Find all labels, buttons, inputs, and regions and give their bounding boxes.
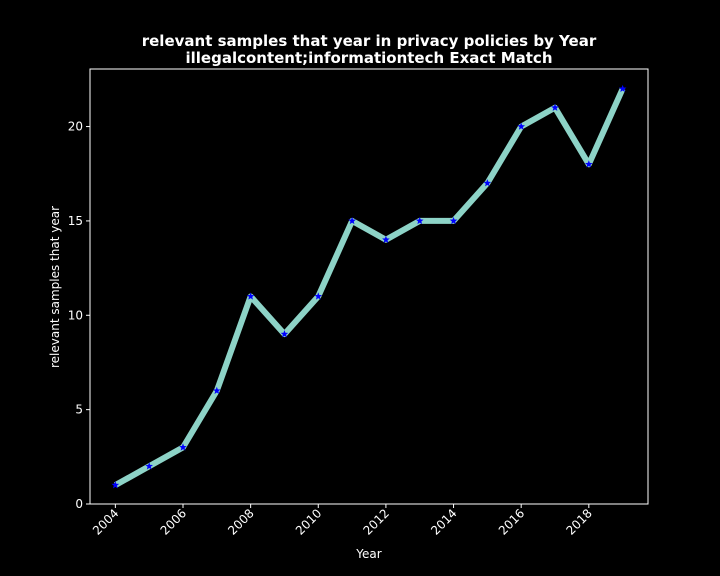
data-point-marker	[449, 216, 458, 225]
y-tick-label: 10	[68, 308, 83, 322]
data-point-marker	[246, 292, 255, 300]
data-point-marker	[314, 292, 323, 300]
data-point-marker	[618, 84, 627, 93]
chart-title-line-1: relevant samples that year in privacy po…	[142, 32, 597, 50]
y-tick-label: 20	[68, 120, 83, 134]
series-markers	[111, 84, 627, 489]
data-point-marker	[415, 216, 424, 225]
data-point-marker	[585, 160, 593, 168]
data-point-marker	[483, 179, 492, 187]
data-point-marker	[179, 443, 187, 451]
plot-area-frame	[89, 68, 649, 505]
y-axis-ticks: 0 5 10 15 20	[68, 120, 90, 511]
y-axis-label: relevant samples that year	[48, 206, 62, 368]
chart-title-line-2: illegalcontent;informationtech Exact Mat…	[185, 49, 552, 67]
x-axis-label: Year	[355, 547, 381, 561]
data-point-marker	[348, 216, 356, 225]
data-point-marker	[551, 103, 559, 111]
data-point-marker	[213, 386, 221, 394]
data-point-marker	[517, 122, 525, 130]
series-line	[113, 87, 626, 488]
data-point-marker	[145, 462, 153, 470]
y-tick-label: 5	[75, 403, 83, 417]
data-point-marker	[382, 235, 390, 244]
data-point-marker	[111, 481, 120, 489]
data-point-marker	[280, 330, 289, 338]
y-tick-label: 0	[75, 497, 83, 511]
y-tick-label: 15	[68, 214, 83, 228]
